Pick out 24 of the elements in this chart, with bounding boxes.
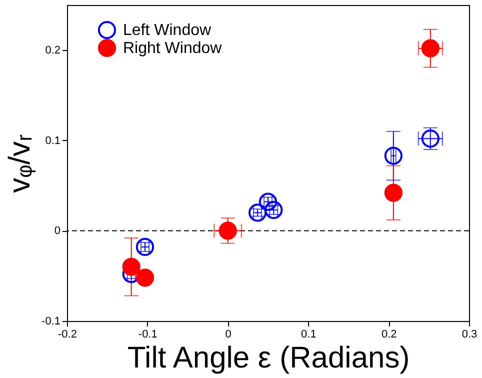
legend-label: Right Window [123, 40, 222, 57]
x-tick-label: 0.2 [381, 328, 397, 340]
x-axis-title: Tilt Angle ε (Radians) [127, 342, 410, 374]
point [384, 184, 402, 202]
point [122, 258, 140, 276]
x-tick-label: 0 [225, 328, 232, 340]
point [258, 192, 278, 211]
x-tick-label: -0.2 [58, 328, 77, 340]
x-tick-label: 0.3 [462, 328, 478, 340]
point [136, 268, 154, 287]
x-tick-label: -0.1 [138, 328, 158, 340]
point [136, 238, 154, 256]
point [218, 222, 237, 240]
point [421, 39, 440, 58]
y-tick-label: 0.2 [45, 44, 60, 57]
point [384, 146, 402, 165]
y-axis-title: vᵩ/vᵣ [4, 134, 37, 193]
x-tick-label: 0.1 [301, 328, 316, 340]
y-tick-label: 0.1 [45, 134, 60, 147]
legend-label: Left Window [123, 22, 212, 39]
y-tick-label: 0 [54, 225, 60, 238]
point [248, 204, 267, 222]
point [264, 200, 283, 219]
y-tick-label: -0.1 [42, 316, 60, 328]
